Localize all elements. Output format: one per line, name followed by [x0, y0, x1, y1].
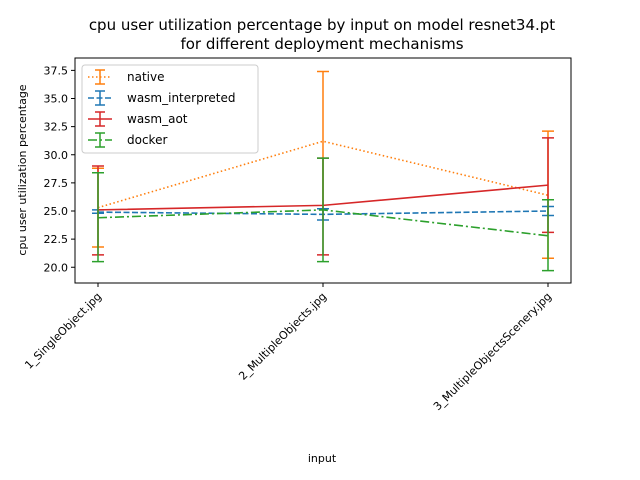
legend-item-wasm_aot: wasm_aot [88, 111, 188, 127]
y-tick-label: 30.0 [44, 149, 69, 162]
legend-label: wasm_aot [127, 112, 188, 126]
series-line [97, 209, 549, 237]
legend-item-docker: docker [88, 132, 167, 148]
y-tick-label: 25.0 [44, 205, 69, 218]
legend-item-native: native [88, 69, 164, 85]
y-tick-label: 32.5 [44, 121, 69, 134]
chart-title-line2: for different deployment mechanisms [180, 35, 463, 53]
y-axis-label: cpu user utilization percentage [16, 84, 29, 255]
x-axis-label: input [308, 452, 337, 465]
legend-box [81, 64, 259, 154]
y-tick-label: 20.0 [44, 261, 69, 274]
legend-item-wasm_interpreted: wasm_interpreted [88, 90, 235, 106]
y-axis: 20.0 22.5 25.0 27.5 30.0 32.5 35.0 37.5 [44, 64, 75, 274]
x-tick-label: 1_SingleObject.jpg [22, 290, 104, 372]
x-axis: 1_SingleObject.jpg 2_MultipleObjects.jpg 3… [22, 283, 554, 413]
legend-label: wasm_interpreted [127, 91, 235, 105]
series-line [97, 140, 549, 209]
legend-label: docker [127, 133, 167, 147]
chart-title-line1: cpu user utilization percentage by input… [89, 16, 555, 34]
y-tick-label: 27.5 [44, 177, 69, 190]
plot-area [92, 70, 554, 272]
x-tick-label: 3_MultipleObjectsScenery.jpg [431, 290, 554, 413]
y-tick-label: 22.5 [44, 233, 69, 246]
series-docker [92, 157, 554, 272]
x-tick-label: 2_MultipleObjects.jpg [236, 290, 329, 383]
legend-label: native [127, 70, 164, 84]
y-tick-label: 35.0 [44, 93, 69, 106]
y-tick-label: 37.5 [44, 64, 69, 77]
